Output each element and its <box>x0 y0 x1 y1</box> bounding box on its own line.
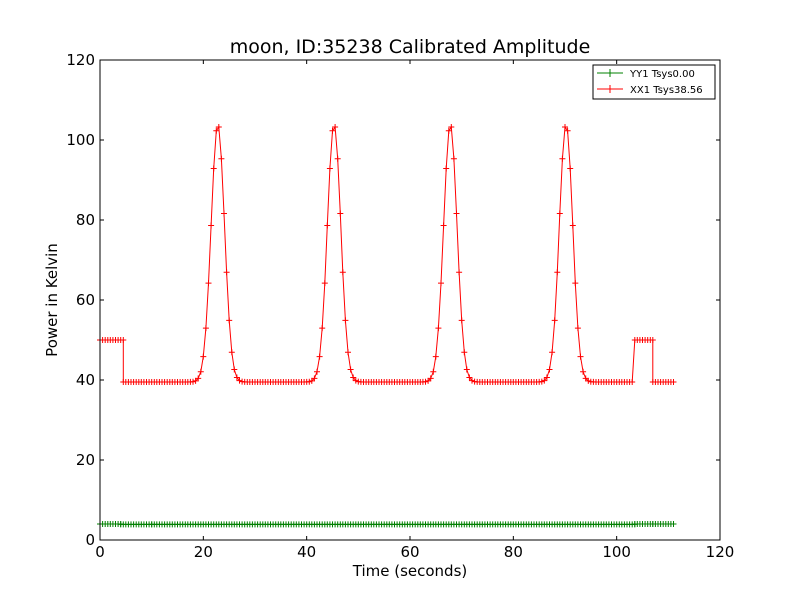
x-axis-label: Time (seconds) <box>352 562 468 580</box>
y-tick-label: 0 <box>85 531 95 549</box>
legend-label-yy1: YY1 Tsys0.00 <box>629 69 695 80</box>
x-tick-label: 120 <box>706 543 735 561</box>
x-tick-label: 100 <box>602 543 631 561</box>
chart-title: moon, ID:35238 Calibrated Amplitude <box>230 36 591 58</box>
x-tick-label: 60 <box>400 543 419 561</box>
x-tick-label: 20 <box>194 543 213 561</box>
y-tick-label: 80 <box>76 211 95 229</box>
x-tick-label: 40 <box>297 543 316 561</box>
y-tick-label: 60 <box>76 291 95 309</box>
y-tick-label: 120 <box>66 51 95 69</box>
y-tick-label: 100 <box>66 131 95 149</box>
legend-label-xx1: XX1 Tsys38.56 <box>630 85 703 96</box>
y-tick-label: 20 <box>76 451 95 469</box>
y-tick-label: 40 <box>76 371 95 389</box>
x-tick-label: 0 <box>95 543 105 561</box>
y-axis-label: Power in Kelvin <box>43 243 61 357</box>
legend: YY1 Tsys0.00 XX1 Tsys38.56 <box>593 65 715 99</box>
x-tick-label: 80 <box>504 543 523 561</box>
plot-area <box>100 60 720 540</box>
